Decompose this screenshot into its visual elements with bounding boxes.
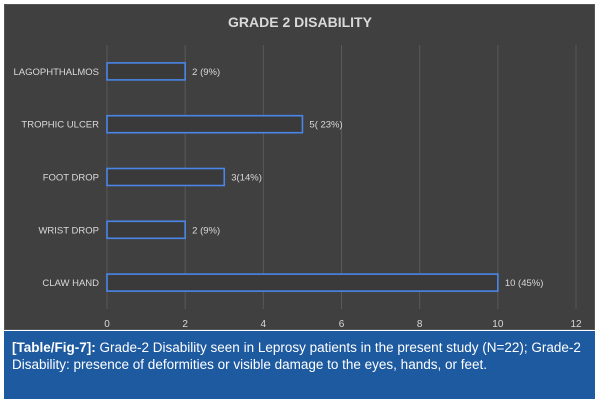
data-label-claw-hand: 10 (45%) bbox=[505, 278, 544, 289]
bar-lagophthalmos bbox=[106, 62, 186, 81]
bars bbox=[106, 62, 499, 292]
bar-wrist-drop bbox=[106, 220, 186, 240]
category-label-trophic-ulcer: TROPHIC ULCER bbox=[21, 120, 99, 131]
bar-chart: GRADE 2 DISABILITY LAGOPHTHALMOS TROPHIC … bbox=[13, 14, 582, 330]
bar-foot-drop bbox=[106, 167, 226, 187]
chart-panel: GRADE 2 DISABILITY LAGOPHTHALMOS TROPHIC … bbox=[4, 4, 595, 330]
category-label-claw-hand: CLAW HAND bbox=[42, 278, 99, 289]
x-tick-label-6: 6 bbox=[339, 319, 345, 330]
category-labels: LAGOPHTHALMOS TROPHIC ULCER FOOT DROP WRIST… bbox=[13, 67, 99, 289]
chart-title: GRADE 2 DISABILITY bbox=[228, 14, 373, 30]
figure-caption: [Table/Fig-7]: Grade-2 Disability seen i… bbox=[4, 331, 595, 399]
data-label-wrist-drop: 2 (9%) bbox=[192, 225, 220, 236]
caption-text: Grade-2 Disability seen in Leprosy patie… bbox=[12, 340, 581, 372]
x-tick-label-2: 2 bbox=[182, 319, 188, 330]
x-tick-label-4: 4 bbox=[261, 319, 267, 330]
grid-lines bbox=[106, 45, 577, 309]
bar-trophic-ulcer bbox=[106, 114, 304, 134]
caption-reference: [Table/Fig-7]: bbox=[12, 340, 96, 355]
x-axis-tick-labels: 0 2 4 6 8 10 12 bbox=[104, 319, 582, 330]
category-label-wrist-drop: WRIST DROP bbox=[38, 225, 99, 236]
data-label-lagophthalmos: 2 (9%) bbox=[192, 67, 220, 78]
data-labels: 2 (9%) 5( 23%) 3(14%) 2 (9%) 10 (45%) bbox=[192, 67, 543, 289]
x-tick-label-12: 12 bbox=[570, 319, 582, 330]
x-tick-label-0: 0 bbox=[104, 319, 110, 330]
data-label-foot-drop: 3(14%) bbox=[231, 173, 262, 184]
category-label-foot-drop: FOOT DROP bbox=[43, 173, 99, 184]
data-label-trophic-ulcer: 5( 23%) bbox=[309, 120, 342, 131]
category-label-lagophthalmos: LAGOPHTHALMOS bbox=[13, 67, 99, 78]
x-tick-label-10: 10 bbox=[492, 319, 504, 330]
x-tick-label-8: 8 bbox=[417, 319, 423, 330]
bar-claw-hand bbox=[106, 273, 499, 292]
